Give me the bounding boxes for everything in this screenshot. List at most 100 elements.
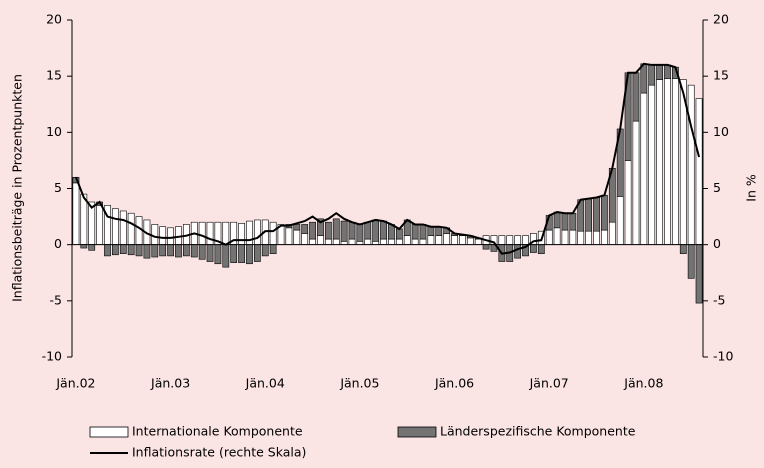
bar [466, 237, 474, 245]
bar [104, 244, 111, 257]
bar [403, 235, 411, 245]
bar [285, 227, 293, 245]
legend-swatch [397, 426, 437, 438]
bar [514, 244, 522, 259]
bar [569, 229, 577, 245]
bar [198, 244, 206, 260]
bar [309, 238, 316, 245]
bar [656, 64, 663, 80]
bar [112, 208, 119, 245]
bar [175, 244, 182, 258]
bar [238, 244, 245, 263]
bar [317, 218, 324, 236]
bar [451, 235, 458, 245]
bar [616, 196, 624, 245]
bar [482, 244, 490, 250]
bar [672, 78, 679, 245]
bar [632, 120, 640, 245]
bar [269, 221, 277, 245]
bar [419, 238, 427, 245]
bar [553, 227, 561, 245]
legend-swatch [89, 426, 129, 438]
y-tick-label: 20 [46, 12, 62, 27]
bar [206, 221, 214, 245]
bar [332, 238, 340, 245]
bar [332, 218, 340, 240]
bar [198, 221, 206, 245]
bar [664, 78, 671, 245]
x-tick-label: Jän.08 [623, 376, 663, 391]
bar [530, 244, 537, 253]
bar [648, 84, 656, 245]
bar [293, 224, 301, 231]
bar [222, 221, 230, 245]
x-tick-label: Jän.05 [339, 376, 379, 391]
bar [474, 238, 482, 245]
bar [577, 230, 585, 245]
bar [506, 235, 514, 245]
y2-tick-label: 20 [713, 12, 729, 27]
bar [648, 64, 656, 86]
bar [246, 244, 253, 265]
bar [608, 221, 616, 245]
bar [206, 244, 214, 262]
y2-tick-label: 15 [713, 68, 729, 83]
bar [419, 224, 427, 240]
bar [238, 223, 245, 245]
legend-label: Inflationsrate (rechte Skala) [132, 445, 306, 460]
bar [380, 220, 387, 240]
bar [301, 224, 309, 234]
bar [348, 238, 356, 245]
bar [537, 244, 545, 254]
bar [388, 238, 395, 245]
bar [601, 229, 608, 245]
bar [230, 244, 238, 263]
bar [593, 197, 600, 232]
bar [269, 244, 277, 254]
bar [395, 228, 403, 240]
bar [293, 229, 301, 245]
bar [119, 210, 127, 245]
bar [364, 238, 372, 245]
bar [151, 224, 159, 245]
x-tick-label: Jän.02 [55, 376, 95, 391]
y2-tick-label: -5 [713, 292, 725, 307]
bar [301, 233, 309, 245]
bar [261, 244, 269, 257]
y-tick-label: -5 [50, 292, 62, 307]
x-tick-label: Jän.03 [150, 376, 190, 391]
y-tick-label: 10 [46, 124, 62, 139]
bar [435, 226, 443, 236]
y2-tick-label: 10 [713, 124, 729, 139]
bar [427, 226, 435, 236]
bar [340, 240, 348, 245]
bar [167, 227, 174, 245]
bar [601, 194, 608, 231]
bar [309, 221, 316, 240]
bar [569, 212, 577, 231]
x-tick-label: Jän.06 [434, 376, 474, 391]
bar [182, 244, 190, 257]
bar [112, 244, 119, 256]
bar [553, 211, 561, 229]
bar [687, 84, 695, 245]
bar [427, 235, 435, 245]
bar [72, 182, 80, 245]
y2-tick-label: -10 [713, 349, 733, 364]
bar [435, 235, 443, 245]
bar [135, 216, 143, 245]
bar [514, 235, 522, 245]
bar [522, 235, 529, 245]
bar [159, 244, 167, 257]
bar [585, 230, 593, 245]
bar [143, 244, 151, 259]
bar [695, 244, 703, 304]
bar [119, 244, 127, 254]
bar [498, 235, 506, 245]
bar [167, 244, 174, 257]
bar [411, 238, 419, 245]
bar [364, 221, 372, 240]
bar [96, 205, 103, 245]
